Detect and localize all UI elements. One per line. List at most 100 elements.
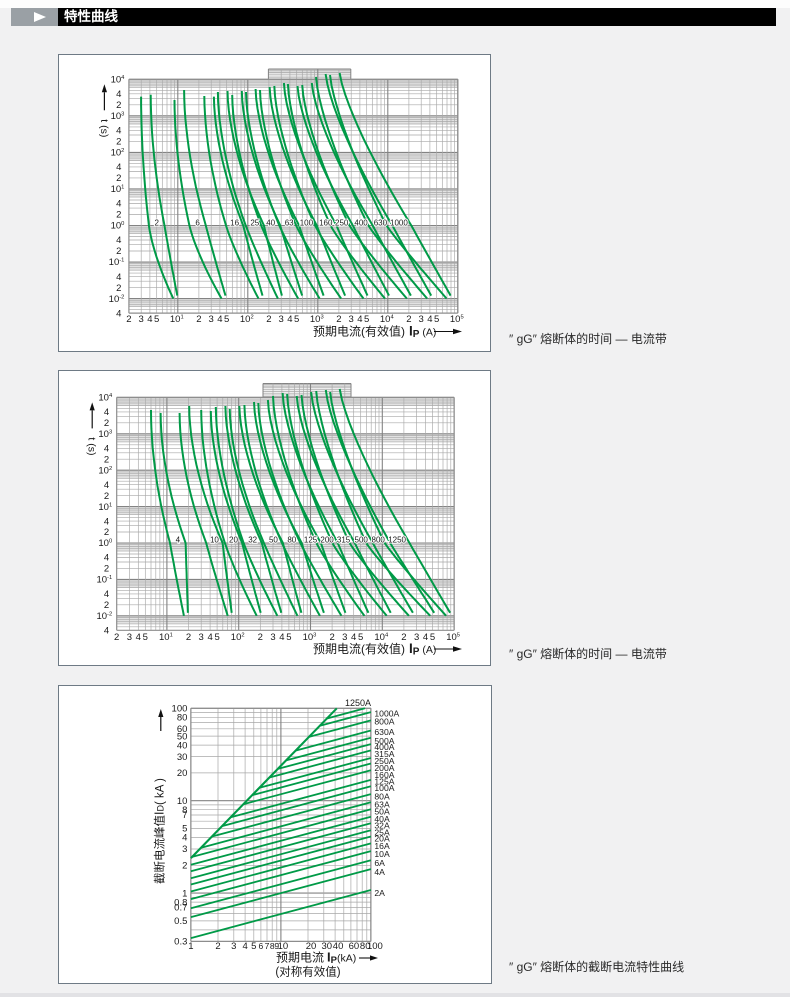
svg-text:3: 3: [279, 314, 284, 325]
svg-text:3: 3: [231, 941, 236, 952]
svg-text:0.3: 0.3: [174, 937, 187, 948]
svg-text:500: 500: [355, 536, 369, 545]
svg-text:400A: 400A: [374, 742, 394, 752]
svg-text:63A: 63A: [374, 800, 390, 810]
svg-text:10-1: 10-1: [109, 257, 125, 268]
svg-text:4: 4: [104, 516, 109, 527]
svg-text:2: 2: [104, 600, 109, 611]
svg-text:2: 2: [114, 632, 119, 643]
svg-text:60: 60: [349, 941, 360, 952]
svg-text:4: 4: [217, 314, 222, 325]
svg-text:2: 2: [104, 454, 109, 465]
svg-text:5: 5: [214, 632, 219, 643]
svg-text:5: 5: [434, 314, 439, 325]
svg-text:103: 103: [303, 632, 317, 643]
svg-text:3: 3: [349, 314, 354, 325]
svg-text:80: 80: [177, 713, 188, 724]
svg-text:40: 40: [266, 219, 275, 228]
svg-text:102: 102: [111, 148, 125, 159]
svg-text:50: 50: [269, 536, 278, 545]
svg-text:2: 2: [104, 527, 109, 538]
svg-text:4: 4: [207, 632, 212, 643]
svg-text:3: 3: [182, 844, 187, 855]
svg-text:6: 6: [195, 219, 200, 228]
svg-text:4: 4: [116, 162, 121, 173]
svg-text:4: 4: [116, 199, 121, 210]
svg-text:3: 3: [127, 632, 132, 643]
svg-text:800A: 800A: [374, 717, 394, 727]
svg-text:8: 8: [270, 941, 275, 951]
svg-text:40: 40: [333, 941, 344, 952]
svg-text:315: 315: [337, 536, 351, 545]
svg-text:800: 800: [372, 536, 386, 545]
svg-text:104: 104: [98, 393, 113, 404]
svg-text:103: 103: [98, 429, 112, 440]
svg-text:7: 7: [182, 810, 187, 821]
svg-text:4: 4: [104, 480, 109, 491]
svg-text:2: 2: [182, 861, 187, 872]
svg-text:0.8: 0.8: [174, 897, 187, 908]
svg-text:60: 60: [177, 724, 188, 735]
svg-text:4: 4: [104, 444, 109, 455]
svg-text:500A: 500A: [374, 736, 394, 746]
svg-text:30: 30: [322, 941, 333, 952]
svg-text:9: 9: [274, 941, 279, 951]
svg-text:160: 160: [319, 219, 333, 228]
svg-text:IP (A): IP (A): [409, 641, 436, 658]
svg-text:103: 103: [310, 314, 324, 325]
svg-text:1: 1: [182, 888, 187, 899]
svg-text:3: 3: [414, 632, 419, 643]
svg-text:32: 32: [248, 536, 257, 545]
svg-text:2: 2: [401, 632, 406, 643]
svg-text:2: 2: [406, 314, 411, 325]
svg-text:4: 4: [116, 89, 121, 100]
svg-text:5: 5: [143, 632, 148, 643]
svg-text:1250: 1250: [388, 536, 406, 545]
svg-text:4: 4: [423, 632, 428, 643]
svg-text:6A: 6A: [374, 858, 385, 868]
svg-text:2: 2: [116, 100, 121, 111]
svg-text:1250A: 1250A: [345, 698, 371, 708]
svg-text:315A: 315A: [374, 749, 394, 759]
svg-text:100: 100: [172, 704, 188, 715]
svg-text:4: 4: [116, 308, 121, 319]
svg-text:2: 2: [104, 564, 109, 575]
svg-text:16: 16: [230, 219, 239, 228]
svg-text:10: 10: [278, 941, 289, 952]
svg-text:4: 4: [182, 833, 187, 844]
svg-text:t (s): t (s): [86, 437, 98, 455]
svg-text:104: 104: [380, 314, 395, 325]
svg-text:0.7: 0.7: [174, 903, 187, 914]
svg-text:100: 100: [111, 221, 125, 232]
svg-text:2: 2: [116, 137, 121, 148]
svg-text:20: 20: [306, 941, 317, 952]
svg-text:3: 3: [139, 314, 144, 325]
svg-text:5: 5: [251, 941, 256, 952]
svg-text:100: 100: [367, 941, 383, 952]
svg-text:IP (A): IP (A): [409, 324, 436, 341]
svg-text:630A: 630A: [374, 727, 394, 737]
svg-text:25A: 25A: [374, 828, 390, 838]
svg-text:3: 3: [209, 314, 214, 325]
svg-text:20: 20: [229, 536, 238, 545]
svg-text:3: 3: [199, 632, 204, 643]
svg-text:80: 80: [360, 941, 371, 952]
svg-text:100: 100: [300, 219, 314, 228]
svg-text:3: 3: [270, 632, 275, 643]
svg-text:2: 2: [116, 246, 121, 257]
svg-text:63: 63: [285, 219, 294, 228]
svg-text:101: 101: [170, 314, 184, 325]
svg-text:250A: 250A: [374, 756, 394, 766]
svg-text:10-2: 10-2: [96, 611, 112, 622]
svg-text:2: 2: [266, 314, 271, 325]
svg-text:2: 2: [258, 632, 263, 643]
svg-text:100: 100: [98, 538, 112, 549]
svg-text:4: 4: [176, 536, 181, 545]
svg-text:105: 105: [450, 314, 464, 325]
svg-text:2: 2: [336, 314, 341, 325]
svg-text:2: 2: [104, 418, 109, 429]
svg-text:3: 3: [342, 632, 347, 643]
svg-text:4: 4: [116, 272, 121, 283]
svg-text:50: 50: [177, 731, 188, 742]
svg-text:0.5: 0.5: [174, 916, 187, 927]
